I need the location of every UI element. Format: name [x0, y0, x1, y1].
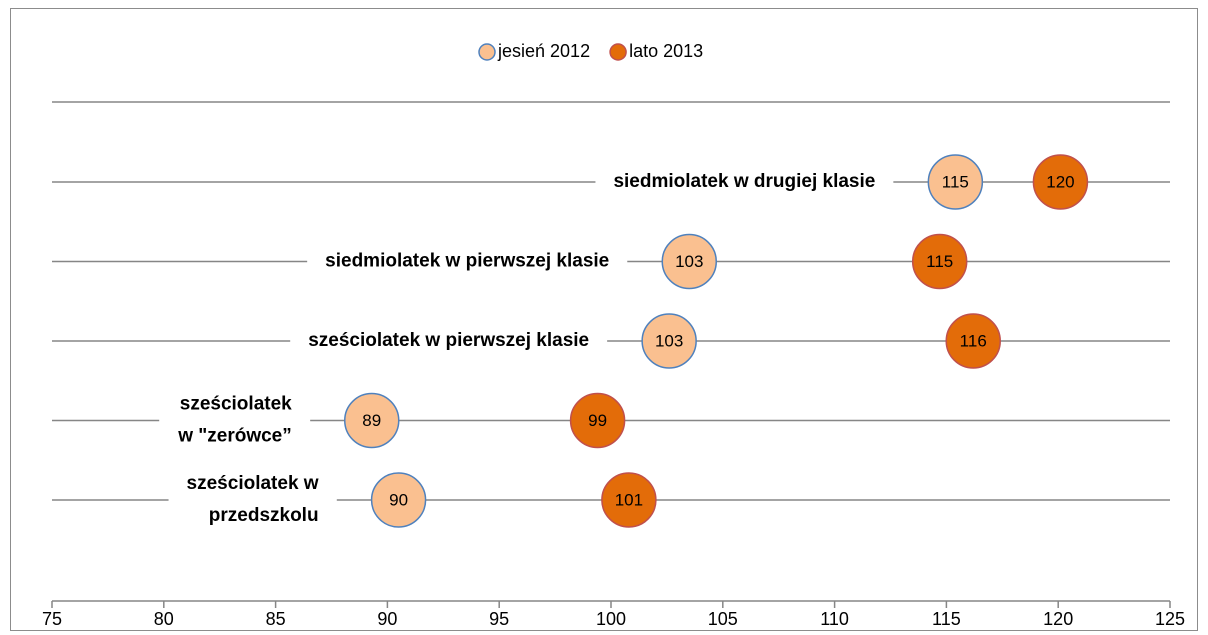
x-tick-label: 95 [489, 609, 509, 629]
category-label: sześciolatek w pierwszej klasie [308, 330, 589, 351]
x-tick-label: 115 [932, 609, 961, 629]
legend-label: lato 2013 [629, 41, 703, 61]
dot-label: 115 [942, 172, 969, 191]
x-tick-label: 125 [1155, 609, 1185, 629]
x-tick-label: 90 [377, 609, 397, 629]
x-tick-label: 105 [708, 609, 738, 629]
x-tick-label: 75 [42, 609, 62, 629]
legend: jesień 2012 lato 2013 [478, 41, 703, 61]
x-tick-label: 120 [1043, 609, 1073, 629]
category-label: sześciolatek w przedszkolu [187, 473, 319, 526]
dot-label: 115 [926, 252, 953, 271]
dot [569, 392, 626, 449]
x-tick-label: 80 [154, 609, 174, 629]
category-label-group: siedmiolatek w drugiej klasie [595, 165, 894, 199]
dot [601, 472, 657, 528]
label-background [159, 387, 311, 453]
category-label: sześciolatek w "zerówce” [177, 394, 292, 447]
category-label-group: sześciolatek w pierwszej klasie [290, 324, 608, 358]
label-background [307, 244, 628, 278]
x-tick-label: 100 [596, 609, 626, 629]
x-tick-label: 110 [820, 609, 849, 629]
category-label: siedmiolatek w pierwszej klasie [325, 251, 609, 272]
dot-label: 99 [588, 411, 607, 430]
category-label: siedmiolatek w drugiej klasie [613, 171, 875, 192]
dot-label: 90 [389, 490, 408, 509]
dot [1032, 154, 1089, 210]
dot-label: 120 [1046, 172, 1074, 191]
legend-label: jesień 2012 [497, 41, 590, 61]
dot [911, 233, 968, 290]
dot [370, 472, 427, 528]
dot-label: 101 [615, 490, 643, 509]
dot [343, 392, 400, 449]
dot [927, 154, 984, 210]
dot-label: 103 [675, 252, 703, 271]
category-label-group: sześciolatek w przedszkolu [168, 467, 337, 533]
label-background [595, 165, 894, 199]
category-label-group: siedmiolatek w pierwszej klasie [307, 244, 628, 278]
legend-swatch [609, 43, 627, 61]
x-tick-label: 85 [266, 609, 286, 629]
category-label-group: sześciolatek w "zerówce” [159, 387, 311, 453]
dot [945, 313, 1001, 369]
dot-label: 103 [655, 331, 683, 350]
dot-label: 116 [960, 331, 987, 350]
dot-label: 89 [362, 411, 381, 430]
legend-swatch [478, 43, 496, 61]
dot [641, 313, 697, 369]
label-background [168, 467, 337, 533]
dot [661, 233, 718, 290]
label-background [290, 324, 608, 358]
